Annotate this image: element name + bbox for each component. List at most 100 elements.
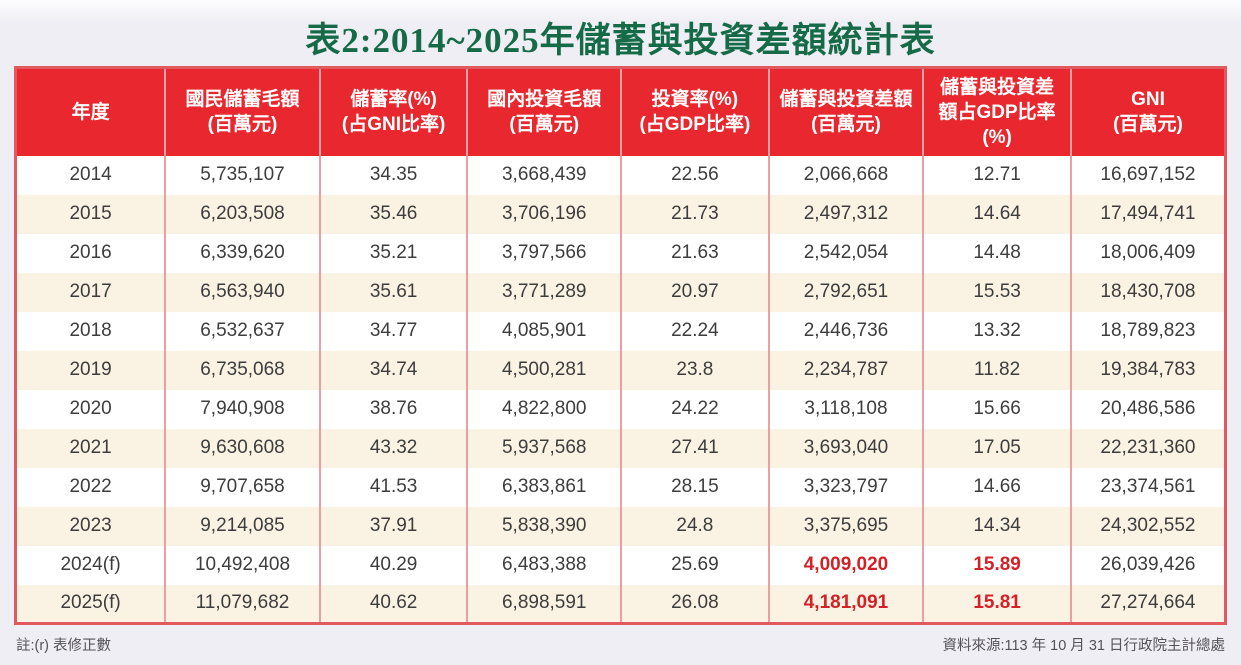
value-cell: 19,384,783 <box>1069 350 1226 390</box>
table-row: 2017 6,563,940 35.61 3,771,289 20.97 2,792,65… <box>15 272 1226 312</box>
table-body: 2014 5,735,107 34.35 3,668,439 22.56 2,066,66… <box>15 155 1226 624</box>
col-header-gni: GNI (百萬元) <box>1069 67 1226 156</box>
page-title: 表2:2014~2025年儲蓄與投資差額統計表 <box>305 21 936 60</box>
value-cell: 35.61 <box>318 272 468 312</box>
value-cell: 15.81 <box>922 584 1071 624</box>
value-cell: 14.64 <box>922 194 1071 234</box>
col-header-gross-domestic-investment: 國內投資毛額 (百萬元) <box>466 67 622 156</box>
col-header-savings-rate: 儲蓄率(%) (占GNI比率) <box>318 67 468 156</box>
value-cell: 5,838,390 <box>466 506 622 546</box>
value-cell: 40.62 <box>318 584 468 624</box>
value-cell: 6,735,068 <box>164 350 320 390</box>
value-cell: 24,302,552 <box>1069 506 1226 546</box>
value-cell: 14.34 <box>922 506 1071 546</box>
value-cell: 6,339,620 <box>164 233 320 273</box>
value-cell: 38.76 <box>318 389 468 429</box>
value-cell: 23,374,561 <box>1069 467 1226 507</box>
table-row: 2021 9,630,608 43.32 5,937,568 27.41 3,693,04… <box>15 428 1226 468</box>
table-row: 2019 6,735,068 34.74 4,500,281 23.8 2,234,787… <box>15 350 1226 390</box>
value-cell: 4,822,800 <box>466 389 622 429</box>
col-header-year: 年度 <box>15 67 166 156</box>
value-cell: 5,735,107 <box>164 155 320 195</box>
table-row: 2022 9,707,658 41.53 6,383,861 28.15 3,323,79… <box>15 467 1226 507</box>
table-row: 2014 5,735,107 34.35 3,668,439 22.56 2,066,66… <box>15 155 1226 195</box>
value-cell: 2,066,668 <box>767 155 924 195</box>
value-cell: 18,430,708 <box>1069 272 1226 312</box>
value-cell: 14.66 <box>922 467 1071 507</box>
value-cell: 20.97 <box>620 272 769 312</box>
table-row: 2018 6,532,637 34.77 4,085,901 22.24 2,446,73… <box>15 311 1226 351</box>
value-cell: 4,500,281 <box>466 350 622 390</box>
value-cell: 28.15 <box>620 467 769 507</box>
value-cell: 35.46 <box>318 194 468 234</box>
footnote: 註:(r) 表修正數 <box>16 638 112 654</box>
year-cell: 2015 <box>69 203 112 224</box>
value-cell: 3,706,196 <box>466 194 622 234</box>
value-cell: 22.56 <box>620 155 769 195</box>
value-cell: 2,497,312 <box>767 194 924 234</box>
value-cell: 6,563,940 <box>164 272 320 312</box>
value-cell: 3,323,797 <box>767 467 924 507</box>
year-cell: 2014 <box>69 164 112 185</box>
value-cell: 27.41 <box>620 428 769 468</box>
value-cell: 17,494,741 <box>1069 194 1226 234</box>
table-header: 年度 國民儲蓄毛額 (百萬元) 儲蓄率(%) (占GNI比率) 國內投資毛額 (… <box>15 67 1226 156</box>
footer: 註:(r) 表修正數 資料來源:113 年 10 月 31 日行政院主計總處 <box>14 625 1227 655</box>
value-cell: 15.66 <box>922 389 1071 429</box>
value-cell: 4,085,901 <box>466 311 622 351</box>
value-cell: 6,383,861 <box>466 467 622 507</box>
value-cell: 2,446,736 <box>767 311 924 351</box>
value-cell: 3,375,695 <box>767 506 924 546</box>
year-cell: 2021 <box>69 437 112 458</box>
value-cell: 34.77 <box>318 311 468 351</box>
value-cell: 18,006,409 <box>1069 233 1226 273</box>
col-header-gross-national-savings: 國民儲蓄毛額 (百萬元) <box>164 67 320 156</box>
value-cell: 6,203,508 <box>164 194 320 234</box>
value-cell: 17.05 <box>922 428 1071 468</box>
year-cell: 2019 <box>69 359 112 380</box>
value-cell: 9,214,085 <box>164 506 320 546</box>
value-cell: 34.74 <box>318 350 468 390</box>
value-cell: 21.63 <box>620 233 769 273</box>
value-cell: 15.89 <box>922 545 1071 585</box>
year-cell: 2020 <box>69 398 112 419</box>
value-cell: 37.91 <box>318 506 468 546</box>
value-cell: 3,771,289 <box>466 272 622 312</box>
value-cell: 13.32 <box>922 311 1071 351</box>
value-cell: 4,009,020 <box>767 545 924 585</box>
table-row: 2025(f) 11,079,682 40.62 6,898,591 26.08 4,18… <box>15 584 1226 624</box>
value-cell: 14.48 <box>922 233 1071 273</box>
value-cell: 5,937,568 <box>466 428 622 468</box>
value-cell: 3,118,108 <box>767 389 924 429</box>
value-cell: 6,532,637 <box>164 311 320 351</box>
value-cell: 22,231,360 <box>1069 428 1226 468</box>
value-cell: 20,486,586 <box>1069 389 1226 429</box>
value-cell: 3,797,566 <box>466 233 622 273</box>
col-header-gap-gdp-ratio: 儲蓄與投資差 額占GDP比率 (%) <box>922 67 1071 156</box>
value-cell: 12.71 <box>922 155 1071 195</box>
value-cell: 35.21 <box>318 233 468 273</box>
year-cell: 2025(f) <box>60 592 121 614</box>
value-cell: 3,668,439 <box>466 155 622 195</box>
value-cell: 4,181,091 <box>767 584 924 624</box>
value-cell: 22.24 <box>620 311 769 351</box>
table-row: 2015 6,203,508 35.46 3,706,196 21.73 2,497,31… <box>15 194 1226 234</box>
value-cell: 11,079,682 <box>164 584 320 624</box>
value-cell: 10,492,408 <box>164 545 320 585</box>
value-cell: 2,542,054 <box>767 233 924 273</box>
value-cell: 34.35 <box>318 155 468 195</box>
value-cell: 24.22 <box>620 389 769 429</box>
savings-investment-table: 年度 國民儲蓄毛額 (百萬元) 儲蓄率(%) (占GNI比率) 國內投資毛額 (… <box>14 66 1227 625</box>
value-cell: 6,483,388 <box>466 545 622 585</box>
value-cell: 40.29 <box>318 545 468 585</box>
value-cell: 41.53 <box>318 467 468 507</box>
year-cell: 2023 <box>69 515 112 536</box>
value-cell: 9,707,658 <box>164 467 320 507</box>
data-source: 資料來源:113 年 10 月 31 日行政院主計總處 <box>942 638 1225 654</box>
year-cell: 2017 <box>69 281 112 302</box>
value-cell: 15.53 <box>922 272 1071 312</box>
col-header-savings-investment-gap: 儲蓄與投資差額 (百萬元) <box>767 67 924 156</box>
value-cell: 2,792,651 <box>767 272 924 312</box>
year-cell: 2018 <box>69 320 112 341</box>
year-cell: 2016 <box>69 242 112 263</box>
